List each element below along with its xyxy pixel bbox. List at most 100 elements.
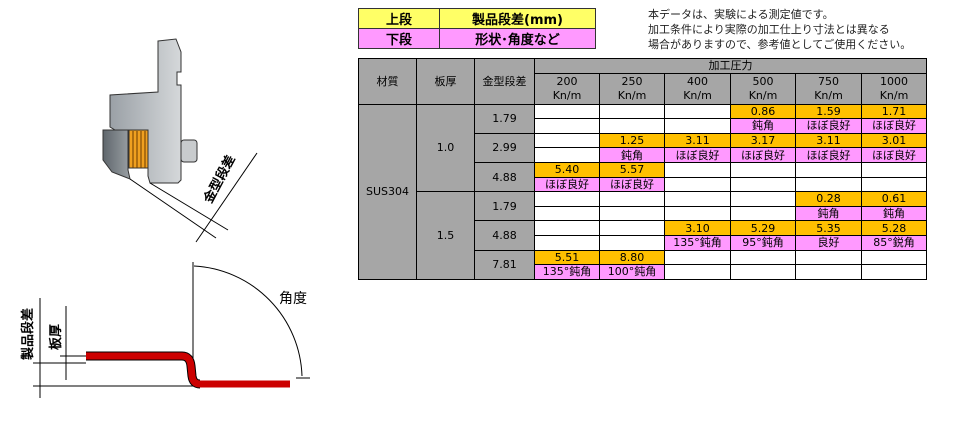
shape-result — [730, 176, 796, 193]
thickness-cell: 1.0 — [416, 103, 475, 193]
note-line: 加工条件により実際の加工仕上り寸法とは異なる — [648, 23, 890, 36]
table-row: 鈍角 ほぼ良好 ほぼ良好 — [359, 118, 927, 134]
product-step-value — [730, 249, 796, 266]
legend-desc: 製品段差(mm) — [439, 8, 596, 29]
product-step-value — [861, 161, 927, 178]
shape-result: ほぼ良好 — [861, 118, 927, 134]
shape-result — [664, 264, 731, 280]
shape-result: 85°鋭角 — [861, 234, 927, 251]
product-step-value — [534, 220, 600, 236]
shape-result: 135°鈍角 — [534, 264, 600, 280]
product-step-value: 1.59 — [795, 103, 862, 120]
shape-result — [861, 176, 927, 193]
product-step-value — [534, 191, 600, 207]
pressure-value: 400 — [687, 74, 708, 88]
product-step-value: 5.51 — [534, 249, 600, 266]
product-step-value — [664, 161, 731, 178]
die-step-cell: 1.79 — [474, 191, 535, 222]
shape-result: ほぼ良好 — [599, 176, 665, 193]
product-step-label: 製品段差 — [20, 308, 36, 361]
pressure-value: 750 — [818, 74, 839, 88]
angle-label: 角度 — [279, 291, 307, 307]
shape-result — [599, 118, 665, 134]
shape-result: ほぼ良好 — [795, 147, 862, 163]
legend-label: 下段 — [358, 28, 440, 49]
pressure-value: 250 — [621, 74, 643, 88]
shape-result — [730, 205, 796, 222]
product-step-value: 1.25 — [599, 132, 665, 149]
table-row: SUS304 1.0 1.79 0.86 1.59 1.71 — [358, 103, 927, 280]
shape-result — [534, 234, 600, 251]
shape-result: 鈍角 — [599, 147, 665, 163]
pressure-unit: Kn/m — [683, 88, 712, 102]
header-die-step: 金型段差 — [474, 58, 535, 105]
shape-result — [795, 264, 862, 280]
product-step-value: 3.01 — [861, 132, 927, 149]
table-row: 鈍角 ほぼ良好 ほぼ良好 ほぼ良好 ほぼ良好 — [359, 147, 927, 163]
product-step-value — [795, 161, 862, 178]
shape-result — [534, 205, 600, 222]
die-illustration — [102, 38, 258, 243]
shape-result: 鈍角 — [795, 205, 862, 222]
product-step-value — [534, 103, 600, 120]
pressure-value: 500 — [752, 74, 774, 88]
pressure-unit: Kn/m — [879, 88, 909, 102]
table-row: 1.5 1.79 0.28 0.61 — [359, 191, 927, 280]
shape-result — [664, 176, 731, 193]
header-pressure: 加工圧力 — [534, 58, 927, 74]
product-step-value: 0.61 — [861, 191, 927, 207]
product-step-value — [861, 249, 927, 266]
product-step-value: 5.57 — [599, 161, 665, 178]
disclaimer-note: 本データは、実験による測定値です。 加工条件により実際の加工仕上り寸法とは異なる… — [648, 7, 911, 52]
header-row: 材質 板厚 金型段差 加工圧力 — [358, 58, 927, 105]
header-pressure-col: 250 Kn/m — [599, 72, 665, 105]
product-step-value: 3.10 — [664, 220, 731, 236]
product-step-value — [664, 103, 731, 120]
product-step-value: 5.35 — [795, 220, 862, 236]
product-step-value: 0.86 — [730, 103, 796, 120]
shape-result — [599, 205, 665, 222]
product-step-value: 5.29 — [730, 220, 796, 236]
pressure-unit: Kn/m — [748, 88, 778, 102]
shape-result: 100°鈍角 — [599, 264, 665, 280]
table-row: 4.88 5.40 5.57 — [359, 161, 927, 193]
shape-result: 鈍角 — [861, 205, 927, 222]
product-step-value — [664, 191, 731, 207]
shape-result — [534, 118, 600, 134]
product-step-value — [795, 249, 862, 266]
thickness-label: 板厚 — [48, 324, 64, 350]
note-line: 場合がありますので、参考値としてご使用ください。 — [648, 38, 912, 51]
product-step-value: 3.11 — [795, 132, 862, 149]
die-step-cell: 1.79 — [474, 103, 535, 134]
die-step-cell: 4.88 — [474, 220, 535, 251]
product-step-value — [599, 191, 665, 207]
part-illustration — [33, 262, 310, 398]
header-pressure-col: 1000 Kn/m — [861, 72, 927, 105]
table-row: 135°鈍角 95°鈍角 良好 85°鋭角 — [359, 234, 927, 251]
pressure-value: 200 — [556, 74, 578, 88]
product-step-value: 5.40 — [534, 161, 600, 178]
shape-result: 135°鈍角 — [664, 234, 731, 251]
product-step-value: 3.17 — [730, 132, 796, 149]
header-material: 材質 — [358, 58, 417, 105]
header-pressure-col: 400 Kn/m — [664, 72, 731, 105]
shape-result — [534, 147, 600, 163]
product-step-value: 3.11 — [664, 132, 731, 149]
legend: 上段 製品段差(mm) 下段 形状･角度など — [358, 8, 596, 49]
product-step-value — [730, 191, 796, 207]
die-step-cell: 7.81 — [474, 249, 535, 280]
pressure-value: 1000 — [880, 74, 908, 88]
shape-result: 良好 — [795, 234, 862, 251]
die-step-cell: 4.88 — [474, 161, 535, 193]
shape-result: ほぼ良好 — [664, 147, 731, 163]
shape-result — [730, 264, 796, 280]
product-step-value: 8.80 — [599, 249, 665, 266]
shape-result: ほぼ良好 — [795, 118, 862, 134]
shape-result — [795, 176, 862, 193]
pressure-header-row: 200 Kn/m 250 Kn/m 400 Kn/m 500 Kn/m 750 Kn/m 1000 K… — [359, 72, 927, 105]
product-step-value: 5.28 — [861, 220, 927, 236]
legend-row-lower: 下段 形状･角度など — [358, 28, 596, 49]
shape-result — [861, 264, 927, 280]
table-row: 7.81 5.51 8.80 — [359, 249, 927, 280]
